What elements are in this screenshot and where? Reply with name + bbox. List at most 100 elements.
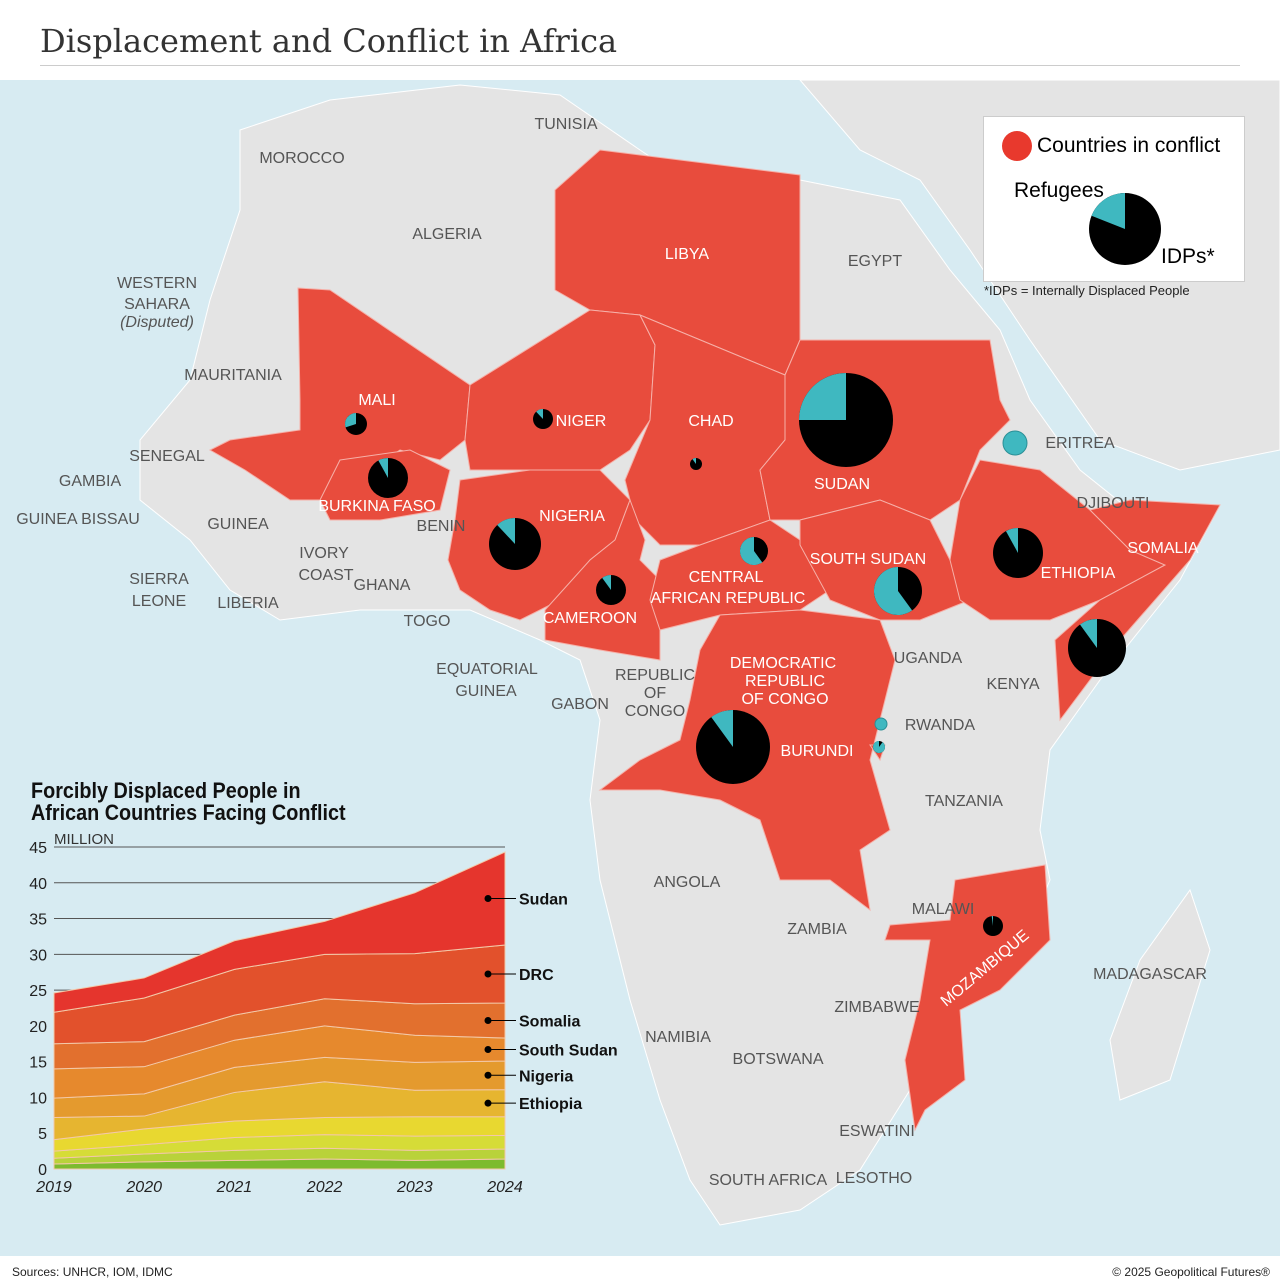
y-tick-label: 25 (29, 983, 47, 1000)
legend-refugees-label: Refugees (1014, 179, 1104, 202)
map-label: LIBYA (665, 246, 710, 263)
x-tick-label: 2019 (35, 1179, 72, 1196)
map-label: ESWATINI (839, 1123, 915, 1140)
map-label: ZAMBIA (787, 921, 847, 938)
map-label: ETHIOPIA (1041, 565, 1116, 582)
y-tick-label: 40 (29, 876, 47, 893)
pie-mali (345, 413, 367, 435)
country-car (649, 519, 831, 631)
pie-refugee-slice (799, 373, 846, 420)
y-tick-label: 5 (38, 1126, 47, 1143)
pie-nigeria (489, 518, 541, 570)
map-label: CONGO (625, 703, 685, 720)
x-tick-label: 2020 (125, 1179, 162, 1196)
copyright: © 2025 Geopolitical Futures® (1112, 1265, 1270, 1279)
pie-refugee-slice (378, 458, 388, 478)
pie-refugee-slice (740, 537, 763, 565)
legend-footnote: *IDPs = Internally Displaced People (984, 283, 1190, 298)
map-label: GHANA (354, 577, 411, 594)
map-label: CAMEROON (543, 610, 637, 627)
pie-central-african-republic (740, 537, 768, 565)
conflict-swatch-icon (1002, 131, 1032, 161)
map-label: EGYPT (848, 253, 902, 270)
x-tick-label: 2022 (306, 1179, 343, 1196)
map-label: BOTSWANA (733, 1051, 824, 1068)
pie-refugee-slice (874, 567, 913, 615)
map-label: BENIN (417, 518, 466, 535)
y-tick-label: 0 (38, 1162, 47, 1179)
pie-refugee-slice (345, 413, 356, 428)
pie-refugee-slice (602, 575, 611, 590)
map-label: ERITREA (1045, 435, 1115, 452)
map-label: GUINEA (207, 516, 269, 533)
legend-pie-icon (1089, 193, 1161, 265)
sources: Sources: UNHCR, IOM, IDMC (12, 1265, 173, 1279)
map-label: MALI (358, 392, 395, 409)
map-label: MOROCCO (259, 150, 344, 167)
map-label: LESOTHO (836, 1170, 912, 1187)
map-label: IVORY (299, 545, 349, 562)
area-sudan (53, 851, 506, 1013)
pie-south-sudan (874, 567, 922, 615)
pie-refugee-slice (536, 409, 543, 419)
y-tick-label: 10 (29, 1090, 47, 1107)
map-label: UGANDA (894, 650, 963, 667)
map-label: AFRICAN REPUBLIC (651, 590, 806, 607)
map-label: LEONE (132, 593, 186, 610)
map-label: (Disputed) (120, 314, 194, 331)
map-label: DJIBOUTI (1077, 495, 1150, 512)
map-label: MADAGASCAR (1093, 966, 1207, 983)
pie-refugee-slice (874, 717, 888, 731)
series-label: Ethiopia (519, 1096, 582, 1113)
pie-mozambique (983, 916, 1003, 936)
pie-burkina-faso (368, 458, 408, 498)
map-label: TOGO (404, 613, 451, 630)
map-label: CENTRAL (689, 569, 764, 586)
y-tick-label: 30 (29, 947, 47, 964)
pie-eritrea (1002, 430, 1028, 456)
map-label: BURUNDI (781, 743, 854, 760)
map-label: DEMOCRATIC (730, 655, 836, 672)
pie-sudan (799, 373, 893, 467)
pie-refugee-slice (1002, 430, 1028, 456)
map-label: TUNISIA (534, 116, 597, 133)
map-label: SOMALIA (1127, 540, 1198, 557)
y-tick-label: 20 (29, 1019, 47, 1036)
pie-refugee-slice (873, 741, 886, 753)
map-label: SUDAN (814, 476, 870, 493)
pie-rwanda (874, 717, 888, 731)
pie-refugee-slice (711, 710, 733, 747)
map-label: OF (644, 685, 666, 702)
map-label: GABON (551, 696, 609, 713)
country-mozambique (884, 864, 1051, 1132)
y-tick-label: 15 (29, 1055, 47, 1072)
map-label: TANZANIA (925, 793, 1003, 810)
y-tick-label: 35 (29, 912, 47, 929)
map-label: SAHARA (124, 296, 190, 313)
series-label: Somalia (519, 1014, 580, 1031)
map-label: MALAWI (912, 901, 975, 918)
pie-chad (690, 458, 702, 470)
map-label: OF CONGO (741, 691, 828, 708)
map-legend: Countries in conflict Refugees IDPs* (983, 116, 1245, 282)
page-title: Displacement and Conflict in Africa (40, 22, 618, 60)
map-label: MAURITANIA (184, 367, 282, 384)
x-tick-label: 2023 (396, 1179, 433, 1196)
map-label: REPUBLIC (745, 673, 825, 690)
map-label: SOUTH SUDAN (810, 551, 926, 568)
pie-cameroon (596, 575, 626, 605)
map-label: SIERRA (129, 571, 189, 588)
y-tick-label: 45 (29, 840, 47, 857)
series-label: South Sudan (519, 1043, 618, 1060)
series-label: Nigeria (519, 1068, 573, 1085)
legend-conflict-label: Countries in conflict (1037, 134, 1221, 157)
pie-ethiopia (993, 528, 1043, 578)
land-madagascar (1109, 888, 1211, 1101)
pie-refugee-slice (497, 518, 515, 544)
map-label: RWANDA (905, 717, 976, 734)
map-label: GAMBIA (59, 473, 122, 490)
map-label: REPUBLIC (615, 667, 695, 684)
map-label: ANGOLA (654, 874, 721, 891)
map-label: BURKINA FASO (318, 498, 435, 515)
map-label: LIBERIA (217, 595, 279, 612)
